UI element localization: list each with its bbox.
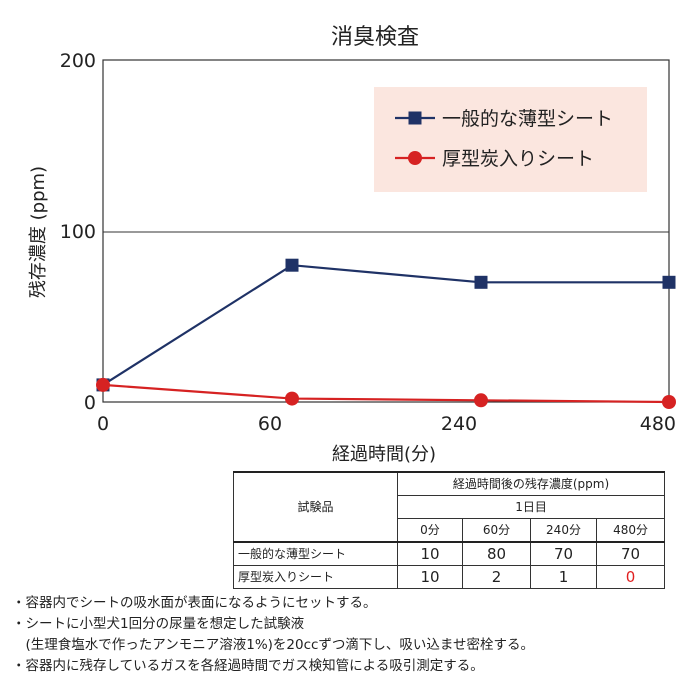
x-tick-label: 60 [258,413,282,435]
y-tick-label: 200 [60,50,96,72]
table-row-label: 一般的な薄型シート [233,541,398,566]
note-line: (生理食塩水で作ったアンモニア溶液1%)を20ccずつ滴下し、吸い込ませ密栓する… [12,637,535,653]
table-main-header: 経過時間後の残存濃度(ppm) [396,471,666,496]
y-tick-label: 0 [84,392,96,414]
legend-marker [408,111,422,125]
data-point [285,391,299,406]
chart: 消臭検査 200 100 0 0 60 240 480 残存濃度 (ppm) 経過時間(分… [28,25,676,465]
x-tick-label: 480 [640,413,676,435]
table-day-header: 1日目 [396,495,666,519]
data-point [285,258,299,272]
table-time-header: 240分 [530,518,597,543]
data-point [662,395,676,409]
data-point [96,377,110,392]
table-cell: 70 [595,541,666,566]
table-cell-highlight: 0 [595,565,666,589]
table-row: 厚型炭入りシート 10 2 1 0 [233,565,666,589]
table-row-label: 厚型炭入りシート [233,565,398,589]
data-point [474,393,488,408]
x-tick-label: 240 [441,413,477,435]
legend-background [374,87,647,192]
table-corner-header: 試験品 [233,471,398,543]
table-cell: 10 [397,565,463,589]
table-cell: 2 [462,565,531,589]
table-cell: 80 [462,541,531,566]
series-line [102,264,669,386]
table-cell: 10 [397,541,463,566]
y-axis-label: 残存濃度 (ppm) [28,166,49,298]
legend-marker [408,151,422,165]
table-cell: 70 [530,541,597,566]
notes: ・容器内でシートの吸水面が表面になるようにセットする。 ・シートに小型犬1回分の… [12,593,692,677]
x-axis-label: 経過時間(分) [332,444,436,465]
table-time-header: 60分 [462,518,531,543]
table-time-header: 0分 [397,518,463,543]
note-line: ・容器内でシートの吸水面が表面になるようにセットする。 [12,595,377,611]
series-line [102,383,670,404]
note-line: ・シートに小型犬1回分の尿量を想定した試験液 [12,616,305,632]
legend-label: 厚型炭入りシート [442,148,594,170]
table-cell: 1 [530,565,597,589]
data-point [474,275,488,289]
y-tick-label: 100 [60,221,96,243]
data-table: 試験品 経過時間後の残存濃度(ppm) 1日目 0分 60分 240分 480分… [233,471,666,589]
note-line: ・容器内に残存しているガスを各経過時間でガス検知管による吸引測定する。 [12,658,484,674]
data-point [662,275,676,289]
y-axis-ticks: 200 100 0 [60,50,96,414]
x-axis-ticks: 0 60 240 480 [97,413,676,435]
x-tick-label: 0 [97,413,109,435]
table-time-header: 480分 [595,518,666,543]
legend-label: 一般的な薄型シート [442,108,613,130]
chart-title: 消臭検査 [331,25,419,50]
table-row: 一般的な薄型シート 10 80 70 70 [233,541,666,566]
plot-frame [102,59,670,403]
series-layer [96,258,676,409]
